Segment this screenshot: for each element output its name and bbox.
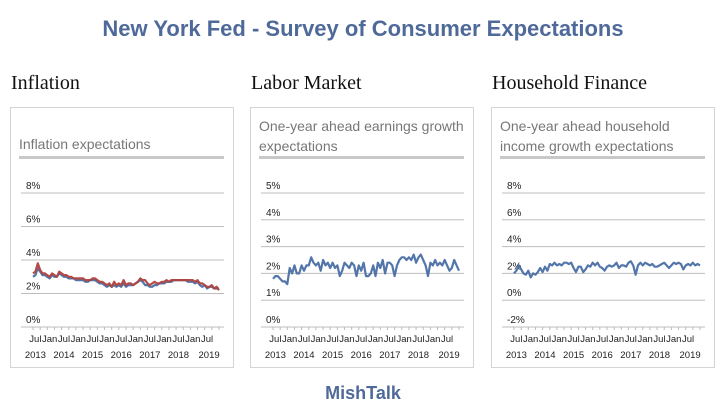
page-title: New York Fed - Survey of Consumer Expect… — [102, 16, 624, 41]
chart-panel-labor-market[interactable]: One-year ahead earnings growth expectati… — [250, 107, 474, 368]
x-tick-month-label: Jan — [609, 334, 624, 345]
y-tick-label: 8% — [26, 181, 41, 192]
x-tick-month-label: Jan — [42, 334, 57, 345]
x-tick-month-label: Jan — [425, 334, 440, 345]
x-tick-month-label: Jul — [568, 334, 580, 345]
x-tick-month-label: Jul — [327, 334, 339, 345]
x-tick-year-label: 2016 — [351, 350, 372, 361]
chart-panel-inflation[interactable]: Inflation expectations 0% 2% 4% 6% 8% Jul Jan J… — [10, 107, 234, 368]
x-tick-year-label: 2013 — [506, 350, 527, 361]
x-tick-year-label: 2014 — [293, 350, 314, 361]
x-tick-year-label: 2019 — [199, 350, 220, 361]
x-tick-year-label: 2017 — [620, 350, 641, 361]
x-tick-month-label: Jan — [580, 334, 595, 345]
x-tick-year-label: 2019 — [680, 350, 701, 361]
footer-brand: MishTalk — [325, 383, 401, 403]
chart-svg: 0%1%2%3%4%5%Jul Jan Jul Jan Jul Jan Jul Jan Jul J… — [261, 181, 464, 361]
series-line — [513, 260, 701, 279]
x-tick-year-label: 2016 — [592, 350, 613, 361]
chart-svg: 0%2%4%6%8%Jul Jan Jul Jan Jul Jan Jul Jan Jul Jan… — [21, 181, 224, 361]
series-line — [32, 262, 220, 291]
x-tick-year-label: 2013 — [265, 350, 286, 361]
x-tick-month-label: Jul — [384, 334, 396, 345]
chart-panel-household-finance[interactable]: One-year ahead household income growth e… — [491, 107, 715, 368]
x-tick-month-label: Jul — [172, 334, 184, 345]
section-heading-inflation: Inflation — [11, 72, 80, 94]
x-tick-month-label: Jan — [523, 334, 538, 345]
x-tick-year-label: 2019 — [439, 350, 460, 361]
y-tick-label: 0% — [266, 315, 281, 326]
y-tick-label: -2% — [507, 315, 525, 326]
y-tick-label: 2% — [507, 261, 522, 272]
x-tick-month-label: Jan — [185, 334, 200, 345]
subtitle-divider — [19, 156, 224, 159]
series-line — [32, 267, 219, 290]
x-tick-month-label: Jul — [58, 334, 70, 345]
x-tick-month-label: Jul — [144, 334, 156, 345]
x-tick-month-label: Jan — [396, 334, 411, 345]
x-tick-month-label: Jul — [596, 334, 608, 345]
y-tick-label: 8% — [507, 181, 522, 192]
x-tick-month-label: Jul — [441, 334, 453, 345]
x-tick-month-label: Jul — [539, 334, 551, 345]
x-tick-year-label: 2017 — [139, 350, 160, 361]
x-tick-month-label: Jul — [412, 334, 424, 345]
x-tick-month-label: Jan — [282, 334, 297, 345]
subtitle-divider — [259, 156, 464, 159]
x-tick-year-label: 2013 — [25, 350, 46, 361]
x-tick-month-label: Jul — [201, 334, 213, 345]
x-tick-month-label: Jul — [269, 334, 281, 345]
x-tick-month-label: Jul — [87, 334, 99, 345]
y-tick-label: 4% — [266, 208, 281, 219]
series-line — [272, 253, 461, 286]
x-tick-year-label: 2018 — [408, 350, 429, 361]
x-tick-year-label: 2017 — [379, 350, 400, 361]
x-tick-year-label: 2018 — [168, 350, 189, 361]
x-tick-year-label: 2018 — [649, 350, 670, 361]
x-tick-year-label: 2016 — [111, 350, 132, 361]
y-tick-label: 3% — [266, 235, 281, 246]
y-tick-label: 0% — [26, 315, 41, 326]
x-tick-month-label: Jan — [156, 334, 171, 345]
chart-svg: -2%0%2%4%6%8%Jul Jan Jul Jan Jul Jan Jul Jan Jul… — [502, 181, 705, 361]
y-tick-label: 4% — [26, 248, 41, 259]
x-tick-month-label: Jul — [682, 334, 694, 345]
chart-subtitle: One-year ahead household income growth e… — [500, 118, 674, 154]
x-tick-month-label: Jul — [298, 334, 310, 345]
y-tick-label: 6% — [507, 208, 522, 219]
y-tick-label: 5% — [266, 181, 281, 192]
x-tick-month-label: Jan — [71, 334, 86, 345]
subtitle-divider — [500, 156, 705, 159]
x-tick-month-label: Jul — [355, 334, 367, 345]
x-tick-month-label: Jan — [99, 334, 114, 345]
x-tick-year-label: 2015 — [563, 350, 584, 361]
section-heading-labor-market: Labor Market — [251, 72, 362, 94]
x-tick-month-label: Jan — [128, 334, 143, 345]
x-tick-month-label: Jan — [637, 334, 652, 345]
x-tick-year-label: 2014 — [534, 350, 555, 361]
y-tick-label: 1% — [266, 288, 281, 299]
x-tick-month-label: Jul — [625, 334, 637, 345]
section-heading-household-finance: Household Finance — [492, 72, 647, 94]
x-tick-month-label: Jul — [29, 334, 41, 345]
x-tick-year-label: 2014 — [53, 350, 74, 361]
y-tick-label: 4% — [507, 235, 522, 246]
x-tick-month-label: Jul — [510, 334, 522, 345]
x-tick-month-label: Jan — [311, 334, 326, 345]
x-tick-month-label: Jul — [653, 334, 665, 345]
chart-subtitle: One-year ahead earnings growth expectati… — [259, 118, 464, 154]
y-tick-label: 2% — [26, 282, 41, 293]
x-tick-month-label: Jul — [115, 334, 127, 345]
x-tick-year-label: 2015 — [322, 350, 343, 361]
chart-subtitle: Inflation expectations — [19, 136, 151, 152]
y-tick-label: 2% — [266, 261, 281, 272]
y-tick-label: 0% — [507, 288, 522, 299]
x-tick-month-label: Jan — [368, 334, 383, 345]
x-tick-month-label: Jan — [666, 334, 681, 345]
x-tick-month-label: Jan — [339, 334, 354, 345]
x-tick-year-label: 2015 — [82, 350, 103, 361]
x-tick-month-label: Jan — [552, 334, 567, 345]
y-tick-label: 6% — [26, 215, 41, 226]
